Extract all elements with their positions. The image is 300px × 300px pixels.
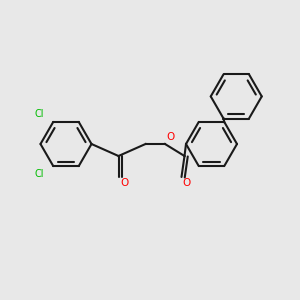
Text: Cl: Cl	[35, 169, 44, 179]
Text: O: O	[182, 178, 191, 188]
Text: Cl: Cl	[35, 109, 44, 119]
Text: O: O	[120, 178, 128, 188]
Text: O: O	[167, 132, 175, 142]
